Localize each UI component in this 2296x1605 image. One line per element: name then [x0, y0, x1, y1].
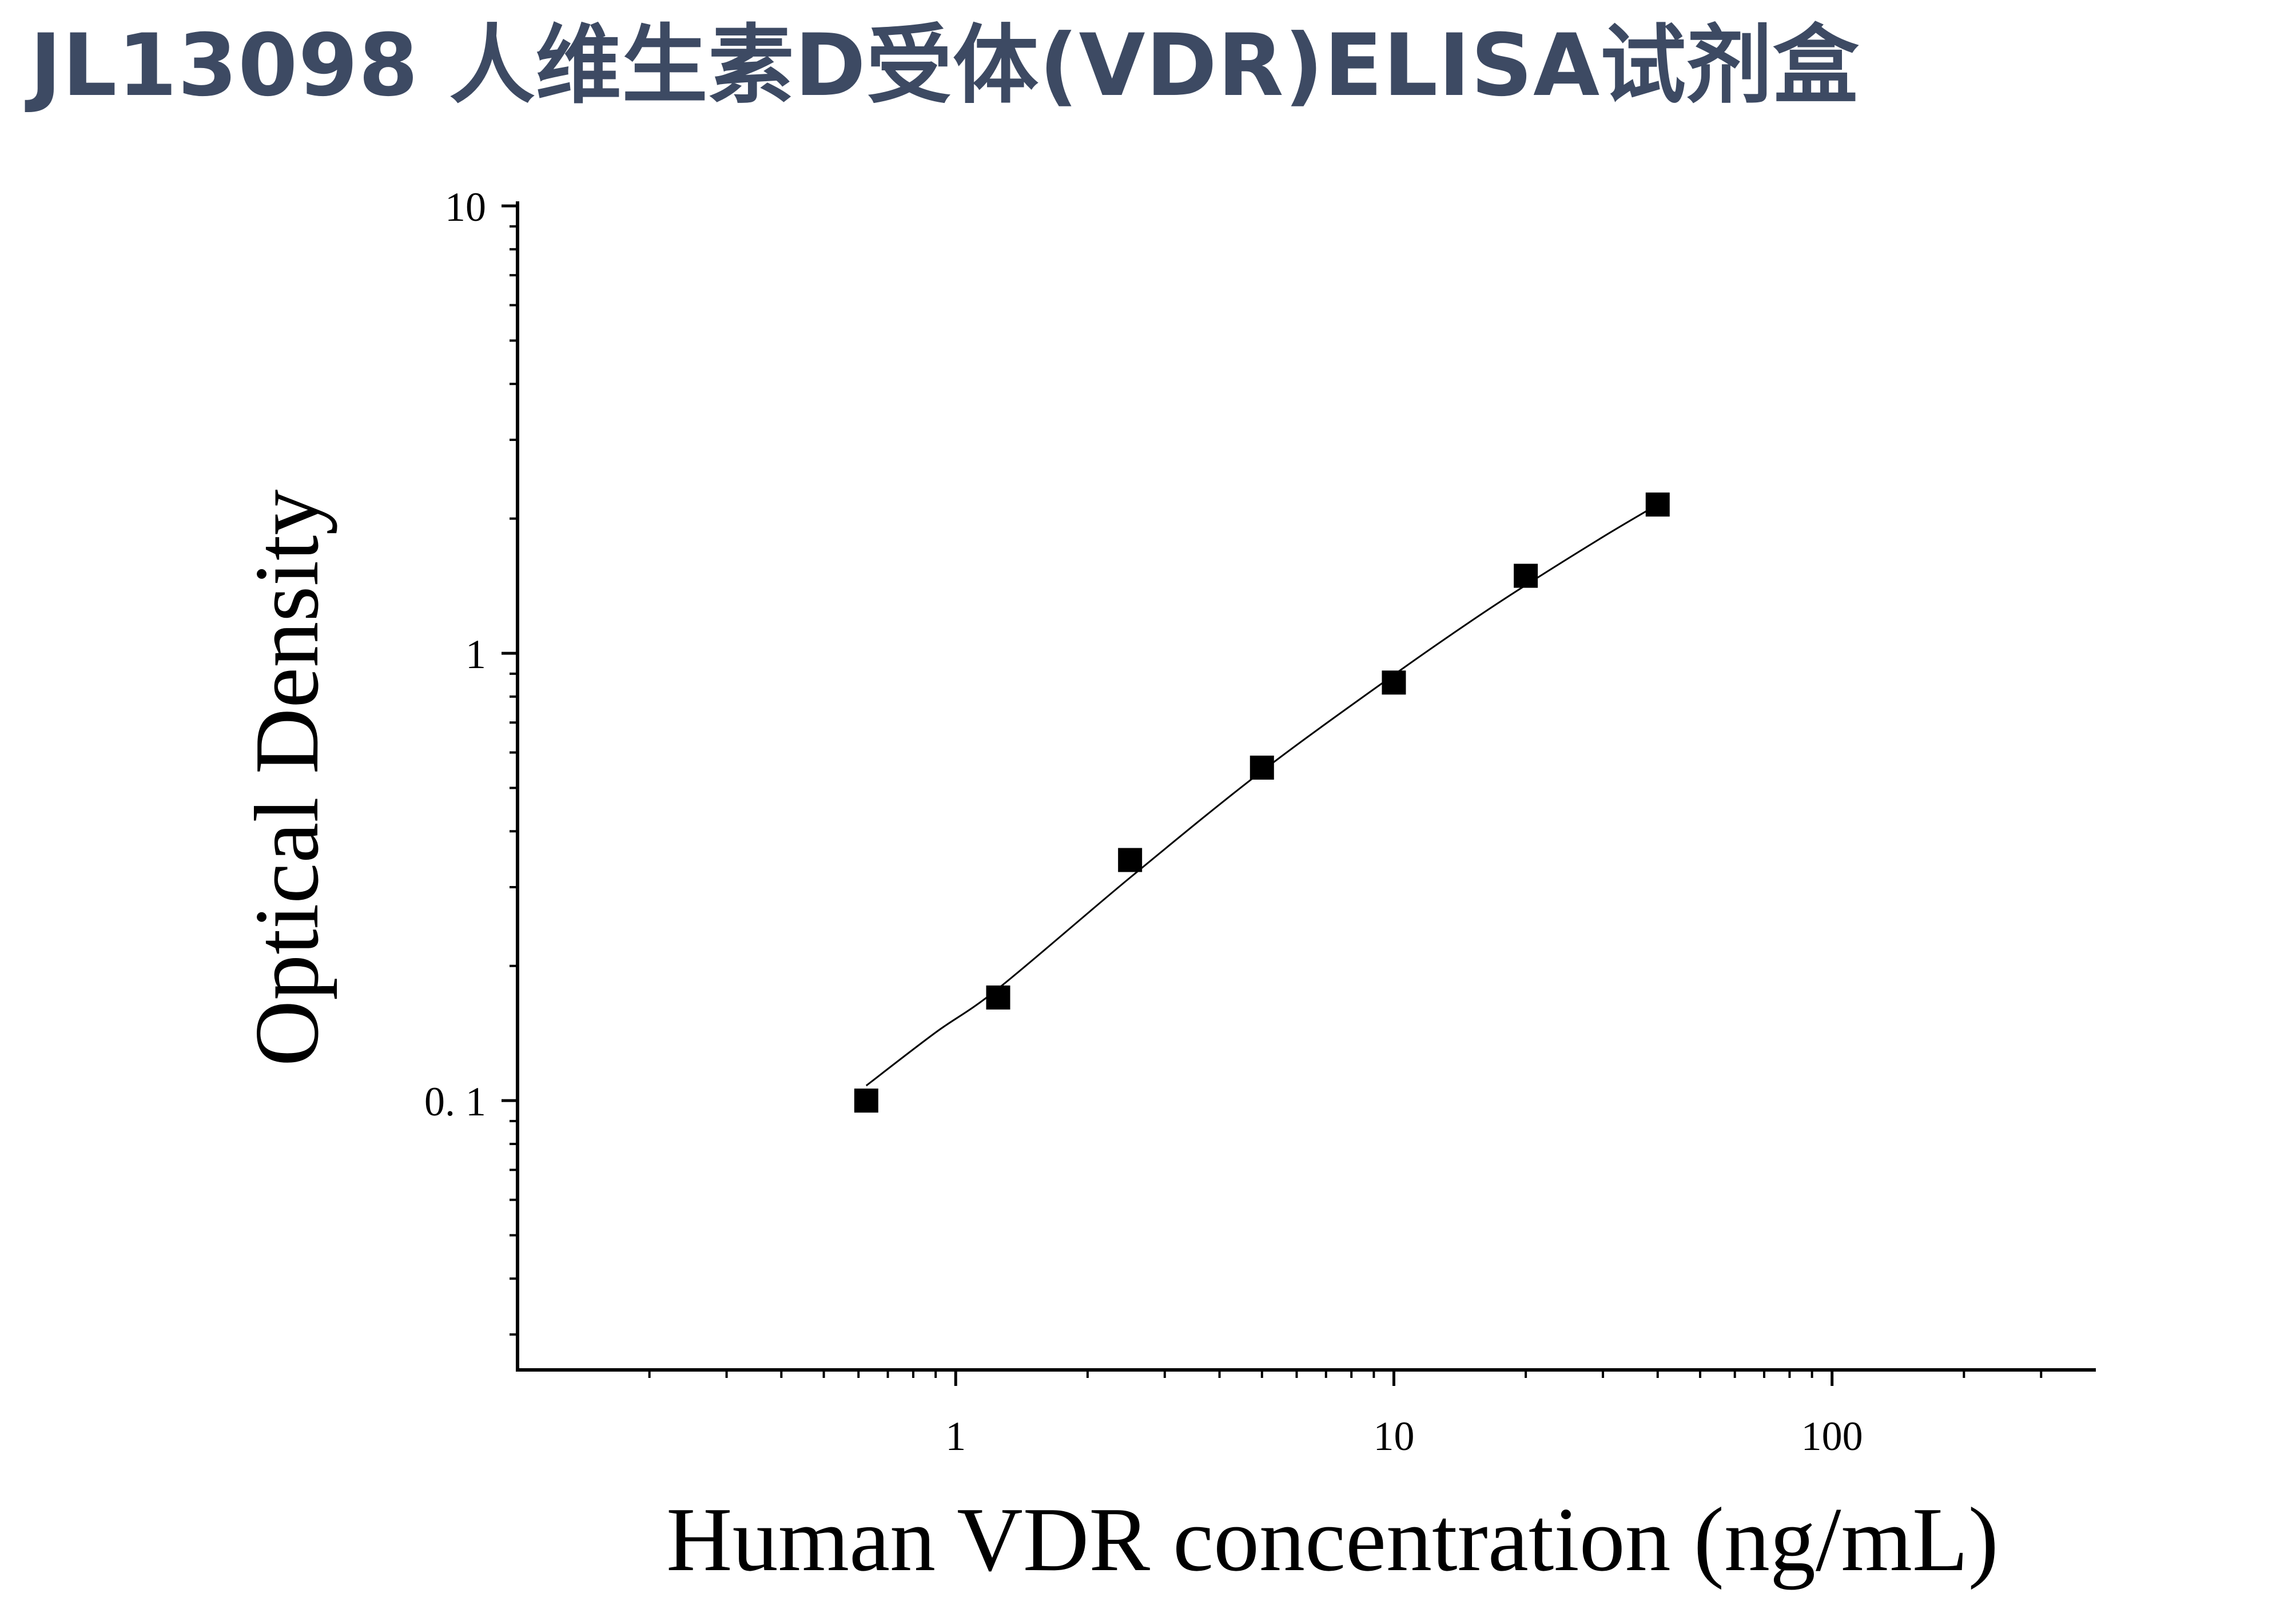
y-tick-label: 1	[465, 631, 486, 677]
data-point	[1514, 563, 1538, 588]
data-point	[986, 985, 1010, 1010]
x-tick-label: 10	[1373, 1413, 1414, 1459]
data-point	[1250, 756, 1274, 780]
axes	[516, 201, 2096, 1372]
tick-labels: 1 10 100 0. 1 1 10	[424, 184, 1863, 1459]
x-tick-label: 100	[1801, 1413, 1863, 1459]
x-tick-label: 1	[945, 1413, 966, 1459]
data-point	[1382, 670, 1406, 695]
major-ticks	[502, 204, 1834, 1386]
y-tick-label: 10	[445, 184, 486, 230]
fit-curve-line	[865, 503, 1658, 1087]
page-title: JL13098 人维生素D受体(VDR)ELISA试剂盒	[30, 16, 1860, 116]
y-tick-label: 0. 1	[424, 1079, 486, 1125]
data-point	[1118, 848, 1143, 872]
data-point	[1645, 492, 1670, 517]
y-axis-label: Optical Density	[236, 490, 337, 1067]
data-markers	[854, 492, 1670, 1113]
minor-ticks	[510, 225, 2043, 1378]
x-axis-label: Human VDR concentration (ng/mL)	[666, 1488, 1999, 1590]
data-point	[854, 1088, 878, 1113]
fit-curve	[865, 503, 1658, 1087]
